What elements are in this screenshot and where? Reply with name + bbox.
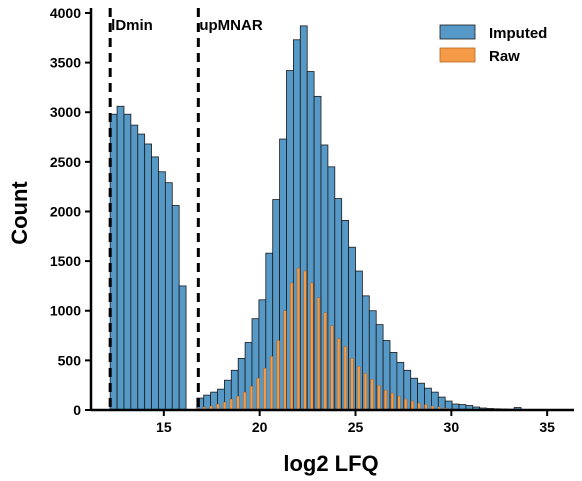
- raw-bar-26: [370, 379, 374, 411]
- threshold-label-0: lDmin: [111, 17, 153, 34]
- raw-bar-17: [310, 282, 314, 411]
- raw-bar-14: [290, 282, 294, 411]
- raw-bar-18: [316, 297, 321, 411]
- imputed-bar-6: [151, 156, 159, 411]
- y-tick-label-4: 2000: [50, 203, 81, 219]
- raw-bar-5: [229, 398, 233, 411]
- raw-bar-32: [410, 400, 414, 411]
- legend-label-raw: Raw: [489, 48, 520, 65]
- raw-bar-6: [236, 395, 240, 411]
- raw-bar-20: [330, 325, 334, 411]
- raw-bar-10: [263, 368, 267, 411]
- raw-bar-28: [384, 389, 388, 411]
- imputed-bar-7: [158, 171, 166, 411]
- imputed-bar-4: [137, 133, 146, 411]
- x-tick-label-1: 20: [252, 419, 268, 435]
- y-tick-label-2: 1000: [50, 303, 81, 319]
- imputed-bar-3: [130, 124, 139, 411]
- y-tick-label-6: 3000: [50, 104, 81, 120]
- threshold-label-1: upMNAR: [199, 17, 262, 34]
- raw-bar-23: [350, 358, 354, 411]
- raw-bar-16: [303, 270, 307, 411]
- y-tick-label-3: 1500: [50, 253, 81, 269]
- raw-bar-19: [323, 312, 327, 411]
- imputed-bar-8: [164, 182, 173, 411]
- imputed-bar-10: [178, 285, 187, 411]
- raw-bar-9: [256, 378, 260, 411]
- imputed-bar-5: [144, 143, 152, 411]
- imputed-bar-1: [116, 105, 125, 411]
- y-tick-label-1: 500: [58, 352, 82, 368]
- x-tick-label-4: 35: [539, 419, 555, 435]
- y-tick-label-0: 0: [73, 402, 81, 418]
- legend-swatch-imputed: [439, 24, 476, 40]
- x-axis-title: log2 LFQ: [283, 451, 378, 476]
- ticks: 15 20 25 30 35 0 500 1000 1500 2000 2500 3000 3500 40…: [50, 5, 555, 435]
- x-tick-label-3: 30: [444, 419, 460, 435]
- raw-bar-12: [276, 340, 280, 411]
- y-tick-label-8: 4000: [50, 5, 81, 21]
- imputed-bar-2: [123, 113, 132, 411]
- legend-swatch-raw: [439, 47, 476, 63]
- raw-bar-31: [404, 398, 408, 411]
- x-tick-label-2: 25: [348, 419, 364, 435]
- imputed-bar-9: [171, 205, 180, 411]
- legend: Imputed Raw: [439, 24, 547, 65]
- raw-bar-27: [377, 384, 381, 411]
- raw-bar-13: [283, 310, 287, 411]
- raw-bar-22: [343, 346, 347, 411]
- raw-bar-11: [270, 356, 274, 411]
- raw-bar-21: [337, 338, 341, 411]
- raw-bar-29: [390, 392, 394, 411]
- y-tick-label-7: 3500: [50, 55, 81, 71]
- raw-bar-8: [249, 385, 253, 411]
- axes: [89, 8, 574, 412]
- raw-bar-25: [363, 373, 368, 411]
- raw-bar-15: [296, 267, 300, 411]
- raw-bar-24: [357, 366, 361, 411]
- raw-bar-7: [243, 391, 247, 411]
- y-axis-title: Count: [7, 181, 32, 245]
- threshold-lines: lDmin upMNAR: [108, 8, 263, 410]
- legend-label-imputed: Imputed: [489, 25, 547, 42]
- raw-bar-30: [397, 395, 401, 411]
- imputed-bars: [109, 25, 522, 411]
- y-tick-label-5: 2500: [50, 154, 81, 170]
- x-tick-label-0: 15: [156, 419, 172, 435]
